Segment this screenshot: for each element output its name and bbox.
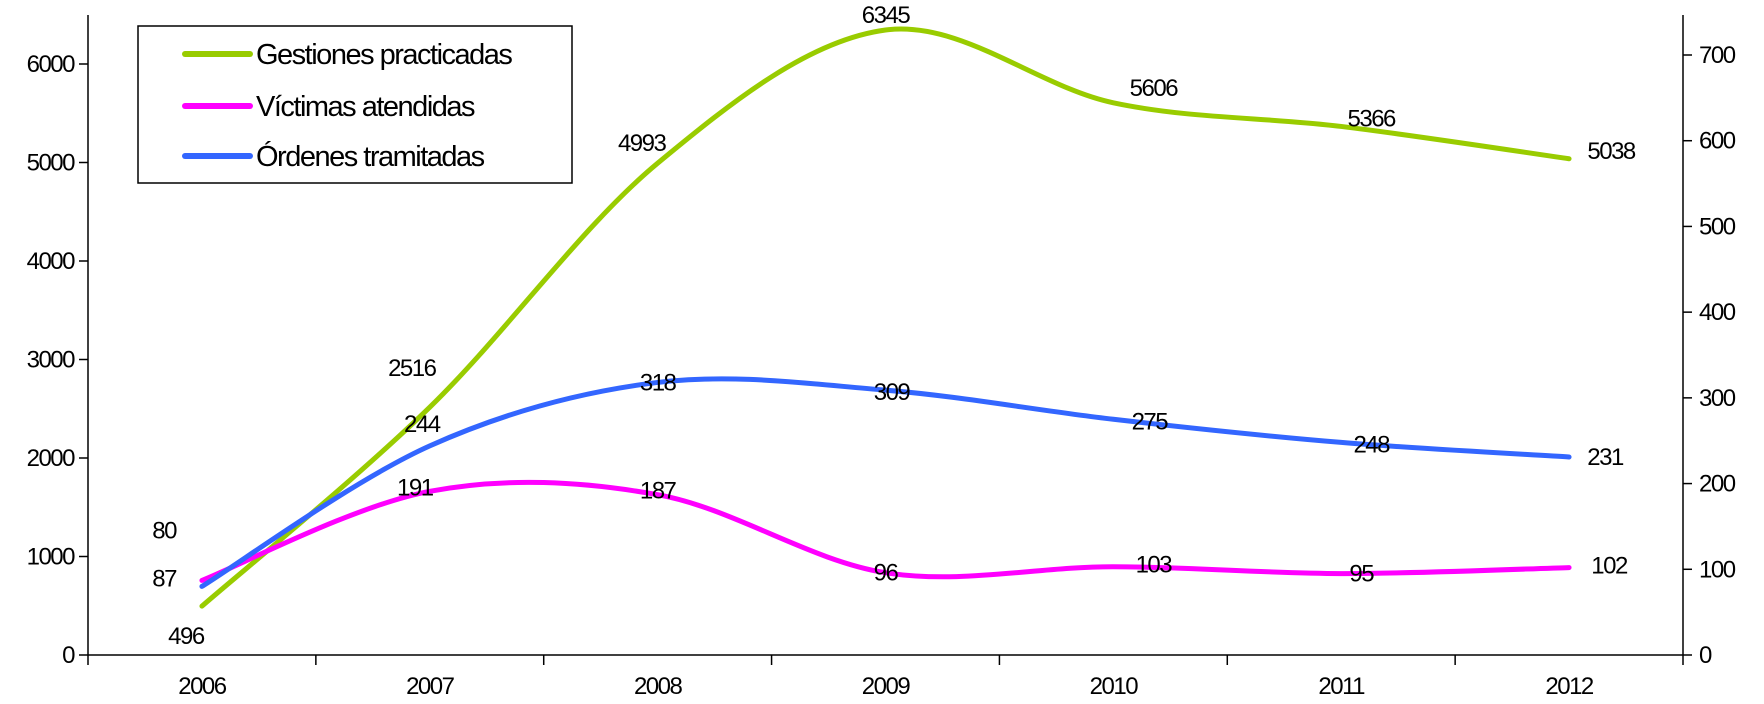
x-tick-label: 2008 xyxy=(634,673,683,700)
data-label-ordenes: 248 xyxy=(1353,431,1390,458)
y-right-tick-label: 200 xyxy=(1699,471,1736,498)
y-right-tick-label: 700 xyxy=(1699,42,1736,69)
legend: Gestiones practicadas Víctimas atendidas… xyxy=(137,25,573,184)
y-right-tick-label: 300 xyxy=(1699,385,1736,412)
data-label-gestiones: 5038 xyxy=(1587,138,1636,165)
x-tick-label: 2007 xyxy=(406,673,455,700)
x-tick-label: 2009 xyxy=(862,673,911,700)
data-label-victimas: 102 xyxy=(1591,553,1628,580)
x-tick-label: 2012 xyxy=(1545,673,1594,700)
data-label-ordenes: 80 xyxy=(152,517,177,544)
data-labels: 496 2516 4993 6345 5606 5366 5038 87 191 187 96 103… xyxy=(152,2,1637,650)
x-tick-label: 2006 xyxy=(178,673,227,700)
data-label-victimas: 191 xyxy=(397,474,434,501)
data-label-ordenes: 318 xyxy=(640,369,677,396)
data-label-victimas: 96 xyxy=(874,560,899,587)
data-label-victimas: 103 xyxy=(1136,552,1173,579)
data-label-ordenes: 275 xyxy=(1132,408,1169,435)
y-right-tick-label: 500 xyxy=(1699,213,1736,240)
data-label-gestiones: 2516 xyxy=(388,355,437,382)
series-line-ordenes xyxy=(199,376,1572,589)
data-label-ordenes: 244 xyxy=(404,411,441,438)
y-right-tick-label: 600 xyxy=(1699,128,1736,155)
x-tick-label: 2010 xyxy=(1090,673,1139,700)
data-label-ordenes: 231 xyxy=(1587,444,1624,471)
y-left-tick-label: 6000 xyxy=(27,51,76,78)
data-label-gestiones: 6345 xyxy=(862,2,911,29)
y-left-tick-label: 0 xyxy=(62,642,75,669)
data-label-ordenes: 309 xyxy=(874,379,911,406)
data-label-gestiones: 496 xyxy=(168,623,205,650)
y-left-tick-label: 1000 xyxy=(27,544,76,571)
y-left-tick-label: 2000 xyxy=(27,445,76,472)
data-label-gestiones: 5366 xyxy=(1348,105,1397,132)
legend-label-ordenes: Órdenes tramitadas xyxy=(256,140,485,173)
legend-label-victimas: Víctimas atendidas xyxy=(256,91,475,123)
y-right-tick-label: 400 xyxy=(1699,299,1736,326)
x-tick-label: 2011 xyxy=(1318,673,1365,700)
axes: 0 1000 2000 3000 4000 5000 6000 0 100 200 300 400 50… xyxy=(27,15,1737,700)
y-right-tick-label: 100 xyxy=(1699,556,1736,583)
y-left-tick-label: 4000 xyxy=(27,248,76,275)
data-label-victimas: 87 xyxy=(152,565,177,592)
series-lines xyxy=(199,26,1572,609)
data-label-victimas: 187 xyxy=(640,478,677,505)
y-right-tick-label: 0 xyxy=(1699,642,1712,669)
data-label-gestiones: 4993 xyxy=(618,130,667,157)
y-left-tick-label: 5000 xyxy=(27,150,76,177)
legend-label-gestiones: Gestiones practicadas xyxy=(256,39,512,71)
y-left-tick-label: 3000 xyxy=(27,347,76,374)
series-line-victimas xyxy=(199,479,1572,583)
series-line-gestiones xyxy=(199,26,1572,609)
data-label-victimas: 95 xyxy=(1349,561,1374,588)
data-label-gestiones: 5606 xyxy=(1130,75,1179,102)
